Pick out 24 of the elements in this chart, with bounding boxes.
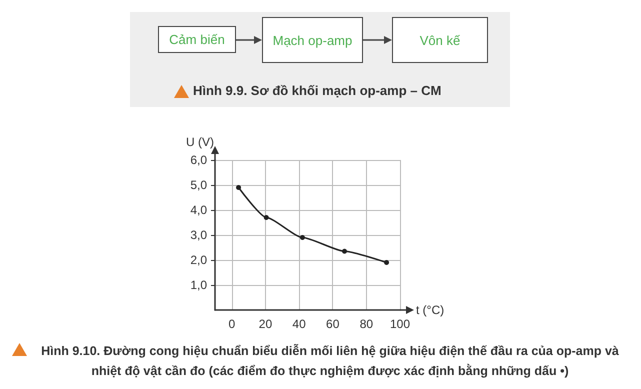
point [384, 260, 390, 265]
y-tick-label: 1,0 [190, 278, 208, 292]
point [300, 235, 305, 240]
y-tick-label: 3,0 [190, 228, 208, 242]
y-tick-label: 6,0 [190, 153, 208, 167]
x-tick-label: 60 [326, 317, 340, 331]
x-axis-title: t (°C) [416, 303, 444, 317]
x-tick-label: 100 [390, 317, 410, 331]
text: Hình 9.9. Sơ đồ khối mạch op-amp – CM [193, 83, 442, 98]
text: Mạch op-amp [262, 17, 363, 63]
y-tick-label: 5,0 [190, 178, 208, 192]
y-tick-label: 4,0 [190, 203, 208, 217]
point [236, 185, 242, 190]
x-tick-label: 40 [292, 317, 306, 331]
text: Vôn kế [392, 17, 488, 63]
point [264, 215, 269, 220]
text: Hình 9.10. Đường cong hiệu chuẩn biểu diễn mối liên hệ giữa hiệu điện thế đầu ra của op-amp và nhiệt độ vật cần đo (các điểm đo thực nghiệm được xác định bằng những dấu •) [40, 343, 620, 380]
x-tick-label: 20 [258, 317, 272, 331]
y-axis-title: U (V) [186, 135, 214, 149]
text: Cảm biến [158, 26, 236, 53]
x-tick-label: 0 [228, 317, 236, 331]
x-tick-label: 80 [360, 317, 374, 331]
y-tick-label: 2,0 [190, 253, 208, 267]
point [342, 248, 347, 254]
